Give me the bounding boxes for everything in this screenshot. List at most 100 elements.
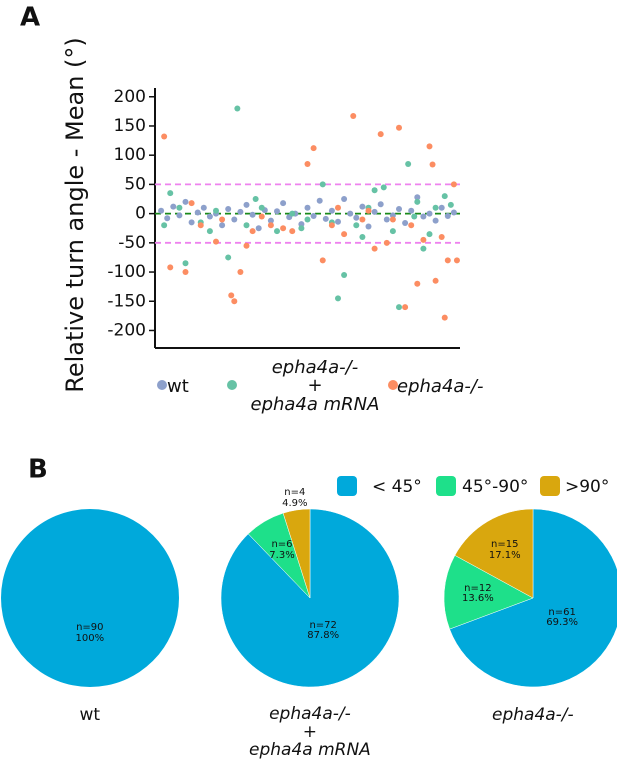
data-point <box>289 210 296 217</box>
data-label: n=12 13.6% <box>461 582 494 605</box>
pie-slice <box>1 509 179 687</box>
data-point <box>389 228 396 235</box>
data-point <box>310 212 317 219</box>
data-point <box>158 207 165 214</box>
panel-label: A <box>20 3 40 33</box>
data-point <box>176 212 183 219</box>
data-point <box>274 208 280 215</box>
data-point <box>252 196 259 203</box>
data-point <box>255 225 262 232</box>
data-point <box>200 204 207 211</box>
data-point <box>335 218 341 225</box>
data-point <box>420 236 427 243</box>
data-point <box>359 233 366 240</box>
data-point <box>164 215 171 222</box>
legend-marker <box>227 380 237 390</box>
data-point <box>383 216 390 223</box>
data-point <box>243 242 250 249</box>
data-point <box>432 204 439 211</box>
data-point <box>414 194 421 201</box>
data-point <box>267 222 274 229</box>
data-point <box>396 205 402 212</box>
data-point <box>182 198 189 205</box>
legend-label: epha4a-/- + epha4a mRNA <box>250 356 380 416</box>
legend-label: >90° <box>565 477 609 497</box>
y-tick-label: -50 <box>118 233 146 253</box>
data-point <box>405 160 412 167</box>
data-point <box>304 216 311 223</box>
data-point <box>353 214 360 221</box>
data-point <box>420 213 427 220</box>
data-point <box>359 216 366 223</box>
data-point <box>258 213 265 220</box>
data-point <box>450 209 457 216</box>
data-point <box>237 208 244 215</box>
y-tick-label: -100 <box>107 262 146 282</box>
data-point <box>402 304 409 311</box>
legend-swatch <box>540 476 560 496</box>
data-point <box>304 204 311 211</box>
data-point <box>365 223 372 230</box>
y-tick-label: 150 <box>114 116 146 136</box>
legend-marker <box>388 380 398 390</box>
pie-title: epha4a-/- <box>492 705 574 725</box>
pie-title: epha4a-/- + epha4a mRNA <box>249 704 371 760</box>
data-label: n=61 69.3% <box>546 606 579 629</box>
data-point <box>219 222 226 229</box>
data-point <box>267 217 274 224</box>
data-point <box>353 222 360 229</box>
legend-swatch <box>436 476 456 496</box>
data-point <box>453 257 460 264</box>
data-point <box>441 193 448 200</box>
data-point <box>414 198 421 205</box>
data-point <box>444 212 451 219</box>
data-point <box>231 298 238 305</box>
data-point <box>426 143 433 150</box>
data-label: n=4 4.9% <box>282 487 308 509</box>
data-point <box>341 271 348 278</box>
legend-label: wt <box>167 375 189 397</box>
data-point <box>402 219 409 226</box>
data-point <box>237 269 244 276</box>
data-point <box>408 222 415 229</box>
data-label: n=15 17.1% <box>488 539 521 561</box>
data-point <box>249 228 256 235</box>
data-point <box>438 204 445 211</box>
data-point <box>371 208 378 215</box>
data-point <box>377 131 384 138</box>
data-point <box>161 222 168 229</box>
data-point <box>432 217 439 224</box>
data-point <box>438 233 445 240</box>
data-point <box>298 225 305 232</box>
data-point <box>341 196 348 203</box>
data-point <box>213 238 219 245</box>
data-point <box>188 200 195 207</box>
y-tick-label: 100 <box>114 145 146 165</box>
data-point <box>194 209 201 216</box>
data-point <box>359 203 366 210</box>
data-point <box>389 216 396 223</box>
data-point <box>335 204 341 211</box>
data-point <box>396 304 402 311</box>
data-point <box>182 269 189 276</box>
data-point <box>310 145 317 152</box>
data-point <box>225 254 232 261</box>
data-point <box>176 204 183 211</box>
y-tick-label: -150 <box>107 291 146 311</box>
data-point <box>304 160 311 167</box>
panel-label: B <box>28 455 48 485</box>
data-point <box>228 292 235 299</box>
data-point <box>225 205 232 212</box>
data-point <box>289 228 296 235</box>
data-point <box>429 161 436 168</box>
data-point <box>371 187 378 194</box>
data-point <box>234 105 241 112</box>
legend-marker <box>157 380 167 390</box>
data-point <box>341 231 348 238</box>
data-label: n=6 7.3% <box>269 539 295 561</box>
data-point <box>170 203 177 210</box>
data-point <box>274 228 280 235</box>
data-point <box>243 222 250 229</box>
